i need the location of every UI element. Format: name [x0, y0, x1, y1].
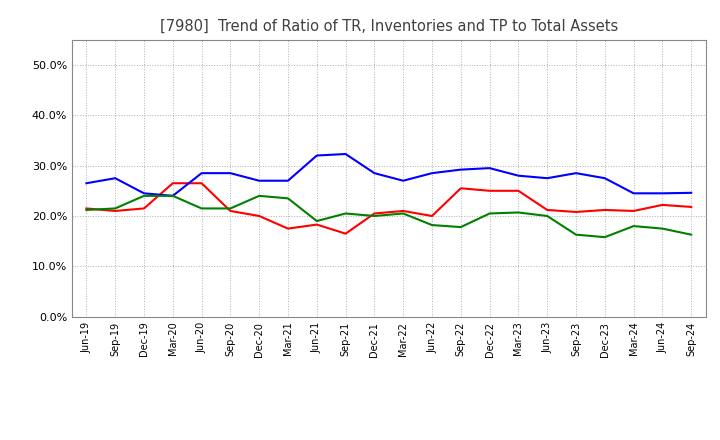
- Inventories: [140, 191, 148, 196]
- Trade Payables: [658, 226, 667, 231]
- Inventories: [197, 171, 206, 176]
- Trade Payables: [168, 193, 177, 198]
- Line: Trade Receivables: Trade Receivables: [86, 183, 691, 234]
- Trade Receivables: [600, 207, 609, 213]
- Trade Receivables: [514, 188, 523, 194]
- Trade Payables: [197, 206, 206, 211]
- Inventories: [572, 171, 580, 176]
- Trade Payables: [629, 224, 638, 229]
- Inventories: [658, 191, 667, 196]
- Inventories: [399, 178, 408, 183]
- Inventories: [226, 171, 235, 176]
- Inventories: [312, 153, 321, 158]
- Inventories: [168, 193, 177, 198]
- Trade Receivables: [687, 204, 696, 209]
- Trade Receivables: [572, 209, 580, 215]
- Trade Receivables: [629, 208, 638, 213]
- Inventories: [514, 173, 523, 178]
- Inventories: [687, 190, 696, 195]
- Trade Receivables: [543, 207, 552, 213]
- Trade Payables: [312, 218, 321, 224]
- Trade Payables: [572, 232, 580, 237]
- Trade Receivables: [255, 213, 264, 219]
- Trade Payables: [284, 196, 292, 201]
- Trade Payables: [399, 211, 408, 216]
- Trade Receivables: [82, 206, 91, 211]
- Trade Receivables: [284, 226, 292, 231]
- Title: [7980]  Trend of Ratio of TR, Inventories and TP to Total Assets: [7980] Trend of Ratio of TR, Inventories…: [160, 19, 618, 34]
- Trade Payables: [543, 213, 552, 219]
- Inventories: [341, 151, 350, 157]
- Trade Payables: [456, 224, 465, 230]
- Inventories: [284, 178, 292, 183]
- Inventories: [456, 167, 465, 172]
- Trade Payables: [687, 232, 696, 237]
- Trade Receivables: [168, 180, 177, 186]
- Trade Receivables: [197, 180, 206, 186]
- Trade Receivables: [399, 208, 408, 213]
- Trade Receivables: [485, 188, 494, 194]
- Trade Payables: [341, 211, 350, 216]
- Trade Receivables: [312, 222, 321, 227]
- Trade Payables: [600, 235, 609, 240]
- Inventories: [82, 180, 91, 186]
- Trade Receivables: [341, 231, 350, 236]
- Trade Payables: [514, 210, 523, 215]
- Inventories: [428, 171, 436, 176]
- Inventories: [255, 178, 264, 183]
- Inventories: [629, 191, 638, 196]
- Trade Payables: [140, 193, 148, 198]
- Trade Receivables: [456, 186, 465, 191]
- Trade Receivables: [140, 206, 148, 211]
- Line: Inventories: Inventories: [86, 154, 691, 196]
- Inventories: [485, 165, 494, 171]
- Trade Receivables: [658, 202, 667, 208]
- Trade Receivables: [428, 213, 436, 219]
- Inventories: [600, 176, 609, 181]
- Trade Receivables: [370, 211, 379, 216]
- Trade Payables: [82, 207, 91, 213]
- Inventories: [111, 176, 120, 181]
- Trade Payables: [226, 206, 235, 211]
- Trade Payables: [485, 211, 494, 216]
- Inventories: [543, 176, 552, 181]
- Inventories: [370, 171, 379, 176]
- Trade Payables: [255, 193, 264, 198]
- Trade Payables: [111, 206, 120, 211]
- Line: Trade Payables: Trade Payables: [86, 196, 691, 237]
- Trade Payables: [428, 223, 436, 228]
- Trade Payables: [370, 213, 379, 219]
- Trade Receivables: [111, 208, 120, 213]
- Trade Receivables: [226, 208, 235, 213]
